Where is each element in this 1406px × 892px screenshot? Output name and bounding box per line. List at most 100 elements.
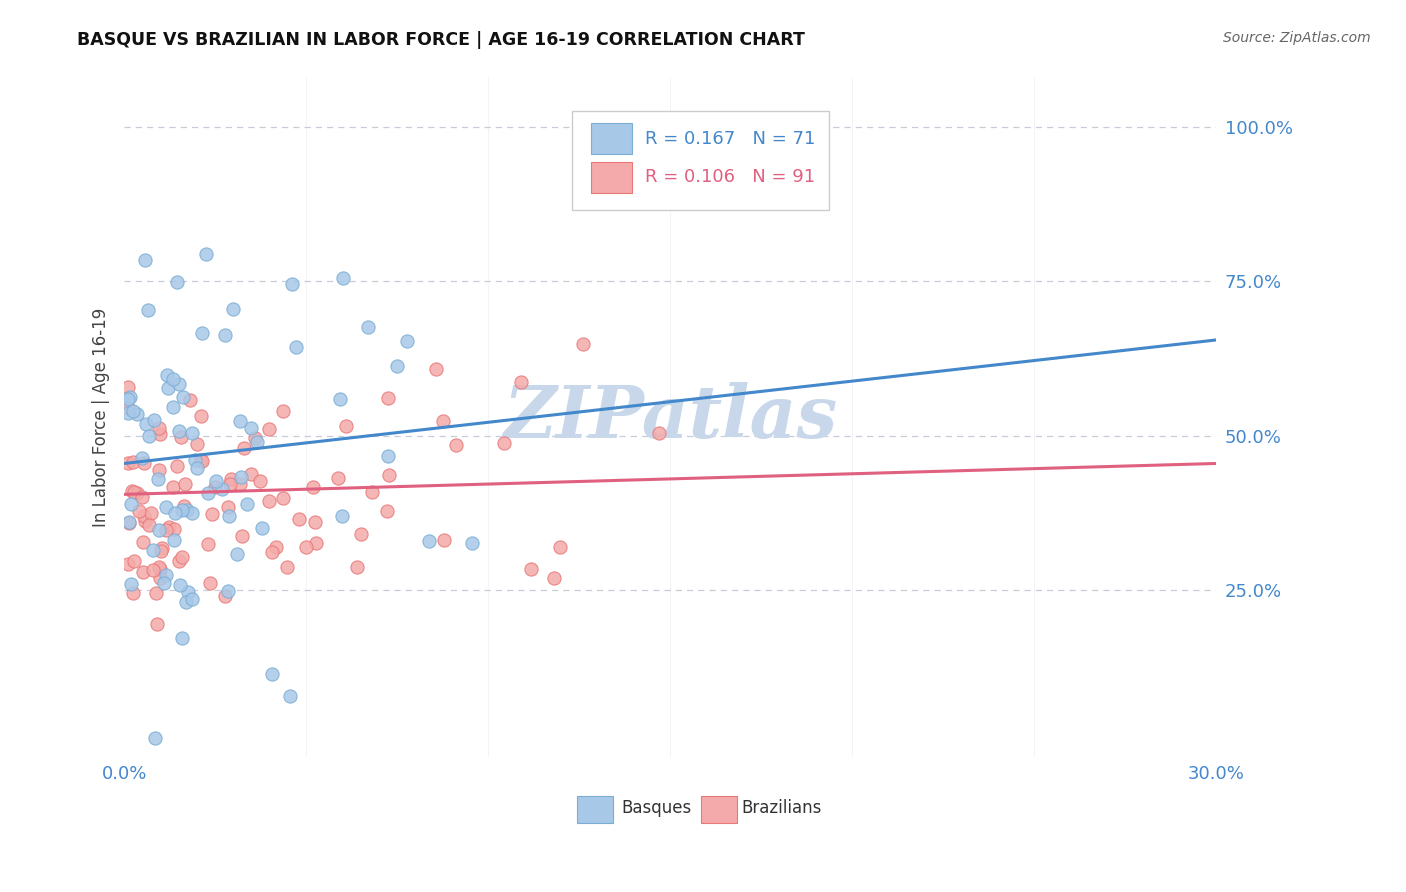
Point	[146, 616, 169, 631]
Point	[120, 390, 142, 404]
Point	[186, 436, 208, 450]
Point	[190, 452, 212, 467]
Point	[155, 524, 177, 538]
Point	[194, 247, 217, 261]
Point	[214, 589, 236, 603]
Point	[186, 460, 208, 475]
Point	[377, 391, 399, 405]
Point	[304, 516, 326, 530]
Point	[143, 731, 166, 746]
Point	[155, 500, 177, 515]
Point	[432, 414, 454, 428]
Point	[259, 422, 281, 436]
Point	[648, 425, 671, 440]
Point	[166, 275, 188, 289]
Point	[180, 592, 202, 607]
Point	[357, 319, 380, 334]
Point	[149, 427, 172, 442]
Point	[148, 463, 170, 477]
Point	[117, 392, 139, 407]
Point	[136, 303, 159, 318]
Point	[162, 401, 184, 415]
Point	[117, 406, 139, 420]
Point	[163, 522, 186, 536]
Point	[335, 418, 357, 433]
Point	[229, 414, 252, 428]
Text: ZIPatlas: ZIPatlas	[503, 382, 838, 452]
Point	[218, 509, 240, 524]
Point	[225, 547, 247, 561]
Point	[278, 689, 301, 703]
Point	[249, 474, 271, 488]
Point	[250, 521, 273, 535]
Point	[122, 485, 145, 500]
Point	[149, 571, 172, 585]
Point	[117, 380, 139, 394]
Point	[346, 560, 368, 574]
Point	[180, 507, 202, 521]
Point	[239, 421, 262, 435]
Point	[134, 508, 156, 523]
Point	[271, 404, 294, 418]
Point	[350, 527, 373, 541]
FancyBboxPatch shape	[578, 796, 613, 822]
Point	[295, 540, 318, 554]
FancyBboxPatch shape	[572, 112, 828, 210]
Point	[127, 407, 149, 421]
Point	[142, 413, 165, 427]
Point	[121, 455, 143, 469]
Point	[148, 420, 170, 434]
Point	[571, 337, 593, 351]
Point	[127, 486, 149, 500]
Point	[167, 424, 190, 438]
Point	[492, 436, 515, 450]
Point	[444, 438, 467, 452]
Point	[219, 476, 242, 491]
Point	[520, 562, 543, 576]
Point	[118, 516, 141, 530]
Point	[396, 334, 419, 348]
Point	[217, 500, 239, 515]
Y-axis label: In Labor Force | Age 16-19: In Labor Force | Age 16-19	[93, 308, 110, 527]
Point	[271, 491, 294, 505]
Point	[153, 575, 176, 590]
Point	[163, 507, 186, 521]
Point	[377, 449, 399, 463]
Text: Brazilians: Brazilians	[741, 799, 821, 817]
Point	[150, 541, 173, 555]
Text: R = 0.106   N = 91: R = 0.106 N = 91	[645, 169, 815, 186]
Point	[150, 543, 173, 558]
Point	[117, 401, 139, 416]
Point	[142, 543, 165, 558]
Point	[170, 550, 193, 565]
Point	[117, 456, 139, 470]
Point	[204, 474, 226, 488]
Point	[217, 583, 239, 598]
Point	[148, 523, 170, 537]
Text: R = 0.167   N = 71: R = 0.167 N = 71	[645, 129, 815, 147]
Point	[221, 301, 243, 316]
Point	[179, 392, 201, 407]
Point	[548, 541, 571, 555]
Point	[148, 560, 170, 574]
Point	[142, 562, 165, 576]
Point	[120, 577, 142, 591]
Point	[378, 467, 401, 482]
FancyBboxPatch shape	[591, 123, 633, 154]
Point	[231, 470, 253, 484]
Point	[284, 340, 307, 354]
Point	[176, 585, 198, 599]
Point	[169, 578, 191, 592]
Point	[332, 509, 354, 524]
Point	[163, 533, 186, 547]
Point	[180, 425, 202, 440]
Point	[190, 326, 212, 341]
Text: BASQUE VS BRAZILIAN IN LABOR FORCE | AGE 16-19 CORRELATION CHART: BASQUE VS BRAZILIAN IN LABOR FORCE | AGE…	[77, 31, 806, 49]
Point	[174, 477, 197, 491]
Point	[375, 504, 398, 518]
Point	[132, 566, 155, 580]
Point	[236, 497, 259, 511]
Point	[172, 391, 194, 405]
Point	[122, 586, 145, 600]
Point	[121, 484, 143, 499]
